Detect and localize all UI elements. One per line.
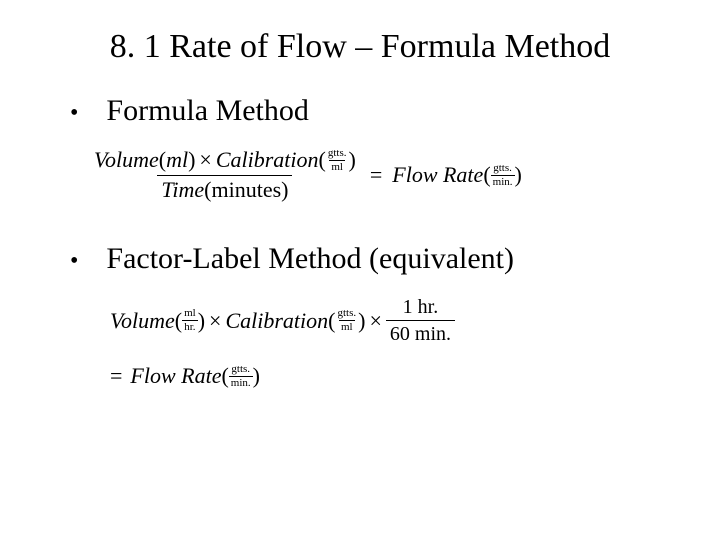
paren-open: ( — [319, 148, 326, 172]
equals: = — [370, 162, 382, 188]
formula-2-line1: Volume ( ml hr. ) × Calibration ( gtts. … — [110, 296, 670, 345]
formula-2-line2: = Flow Rate ( gtts. min. ) — [110, 363, 670, 389]
calib-unit-den: ml — [329, 160, 345, 173]
time-word: Time — [161, 178, 204, 202]
formula-1: Volume ( ml ) × Calibration ( gtts. ml )… — [90, 148, 670, 202]
paren-close: ) — [198, 308, 205, 334]
slide: 8. 1 Rate of Flow – Formula Method • For… — [0, 0, 720, 409]
flow-unit-frac: gtts. min. — [229, 364, 253, 389]
volume-word: Volume — [110, 308, 175, 334]
times-op: × — [199, 148, 211, 172]
paren-close: ) — [349, 148, 356, 172]
bullet-marker: • — [70, 101, 78, 125]
vol-unit-frac: ml hr. — [182, 308, 198, 333]
paren-open: ( — [159, 148, 166, 172]
calib-unit-frac: gtts. ml — [335, 308, 358, 333]
times-op: × — [209, 308, 221, 334]
paren-open: ( — [221, 363, 228, 389]
time-unit: minutes — [211, 178, 281, 202]
volume-word: Volume — [94, 148, 159, 172]
bullet-2-text: Factor-Label Method (equivalent) — [106, 242, 514, 276]
formula-1-rhs: Flow Rate ( gtts. min. ) — [392, 162, 522, 188]
conv-num: 1 hr. — [399, 296, 443, 320]
flow-unit-num: gtts. — [491, 163, 514, 175]
flowrate-word: Flow Rate — [392, 162, 483, 188]
formula-2: Volume ( ml hr. ) × Calibration ( gtts. … — [110, 296, 670, 389]
paren-close: ) — [253, 363, 260, 389]
formula-1-lhs-fraction: Volume ( ml ) × Calibration ( gtts. ml )… — [90, 148, 360, 202]
paren-close: ) — [281, 178, 288, 202]
calib-unit-frac: gtts. ml — [326, 148, 349, 173]
calib-unit-num: gtts. — [326, 148, 349, 160]
calib-unit-den: ml — [339, 320, 355, 333]
bullet-2: • Factor-Label Method (equivalent) — [70, 242, 670, 276]
vol-unit-den: hr. — [182, 320, 197, 333]
bullet-marker: • — [70, 249, 78, 273]
paren-open: ( — [204, 178, 211, 202]
paren-close: ) — [515, 162, 522, 188]
volume-unit: ml — [166, 148, 188, 172]
bullet-1-text: Formula Method — [106, 94, 309, 128]
flowrate-word: Flow Rate — [130, 363, 221, 389]
calibration-word: Calibration — [216, 148, 319, 172]
calib-unit-num: gtts. — [335, 308, 358, 320]
formula-1-denominator: Time ( minutes ) — [157, 175, 292, 202]
equals: = — [110, 363, 122, 389]
conversion-frac: 1 hr. 60 min. — [386, 296, 455, 345]
slide-title: 8. 1 Rate of Flow – Formula Method — [50, 28, 670, 66]
times-op: × — [369, 308, 381, 334]
paren-close: ) — [358, 308, 365, 334]
vol-unit-num: ml — [182, 308, 198, 320]
paren-open: ( — [328, 308, 335, 334]
flow-unit-num: gtts. — [229, 364, 252, 376]
conv-den: 60 min. — [386, 320, 455, 345]
paren-close: ) — [188, 148, 195, 172]
flow-unit-frac: gtts. min. — [491, 163, 515, 188]
paren-open: ( — [175, 308, 182, 334]
bullet-1: • Formula Method — [70, 94, 670, 128]
flow-unit-den: min. — [229, 376, 253, 389]
flow-unit-den: min. — [491, 175, 515, 188]
formula-1-numerator: Volume ( ml ) × Calibration ( gtts. ml ) — [90, 148, 360, 175]
calibration-word: Calibration — [225, 308, 328, 334]
paren-open: ( — [483, 162, 490, 188]
